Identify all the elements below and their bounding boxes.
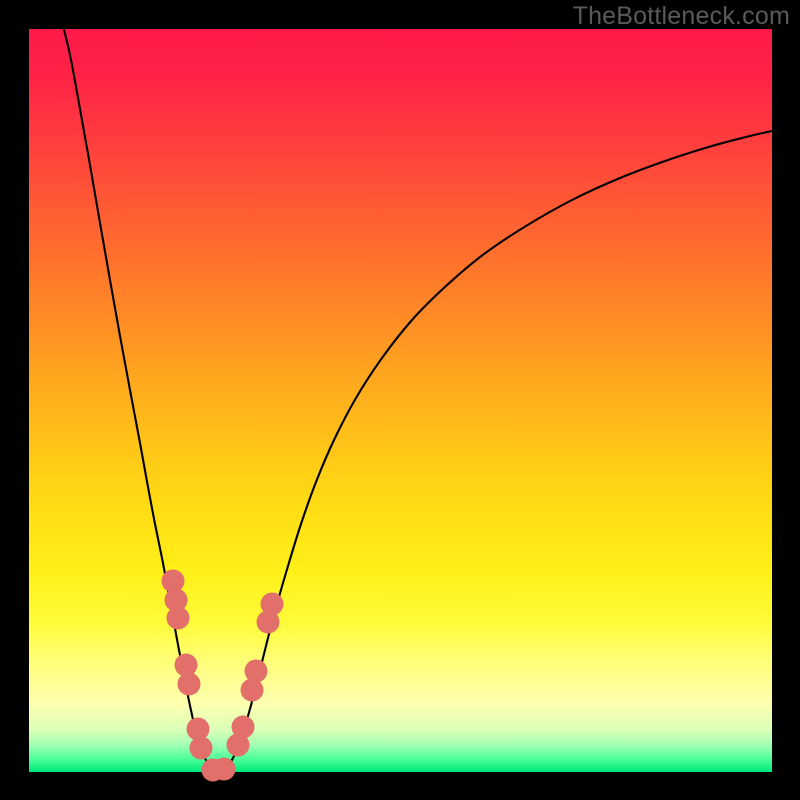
curve-right	[218, 131, 772, 772]
watermark-text: TheBottleneck.com	[573, 2, 790, 31]
data-dot	[232, 716, 255, 739]
data-dot	[213, 758, 236, 781]
data-dot	[261, 593, 284, 616]
dots-group	[162, 570, 284, 782]
data-dot	[190, 737, 213, 760]
data-dot	[178, 673, 201, 696]
curves-layer	[0, 0, 800, 800]
data-dot	[245, 660, 268, 683]
data-dot	[167, 607, 190, 630]
data-dot	[241, 679, 264, 702]
